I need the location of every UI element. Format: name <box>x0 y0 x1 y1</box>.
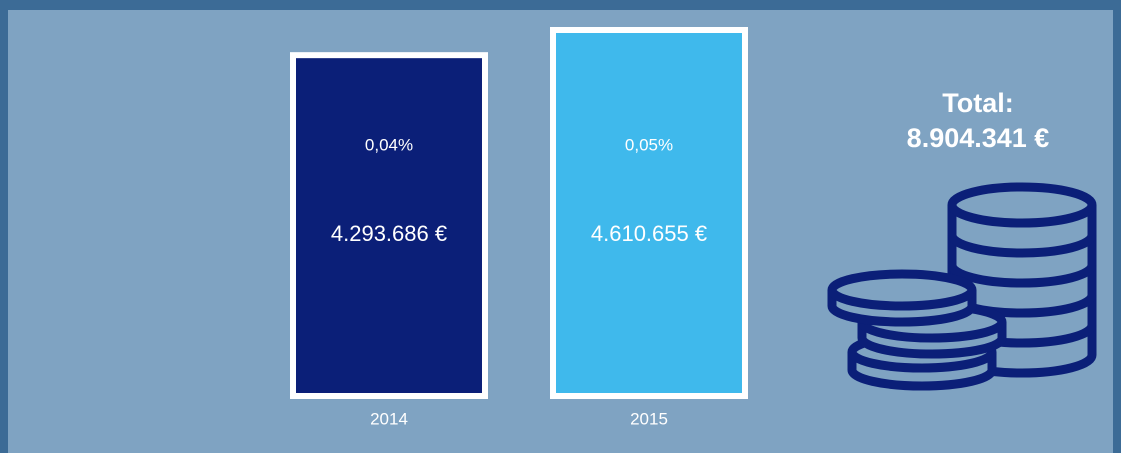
percent-label: 0,04% <box>365 135 413 154</box>
total-title: Total: <box>942 88 1013 118</box>
coin <box>947 182 1097 228</box>
coins-icon <box>827 182 1097 391</box>
x-tick-label: 2014 <box>370 409 408 428</box>
coin <box>827 269 977 311</box>
bar <box>290 52 488 399</box>
x-tick-label: 2015 <box>630 409 668 428</box>
total-label: 8.904.341 € <box>907 123 1050 153</box>
value-label: 4.293.686 € <box>331 221 447 246</box>
bar <box>550 27 748 399</box>
percent-label: 0,05% <box>625 135 673 154</box>
value-label: 4.610.655 € <box>591 221 707 246</box>
coin-edges <box>947 234 1097 348</box>
